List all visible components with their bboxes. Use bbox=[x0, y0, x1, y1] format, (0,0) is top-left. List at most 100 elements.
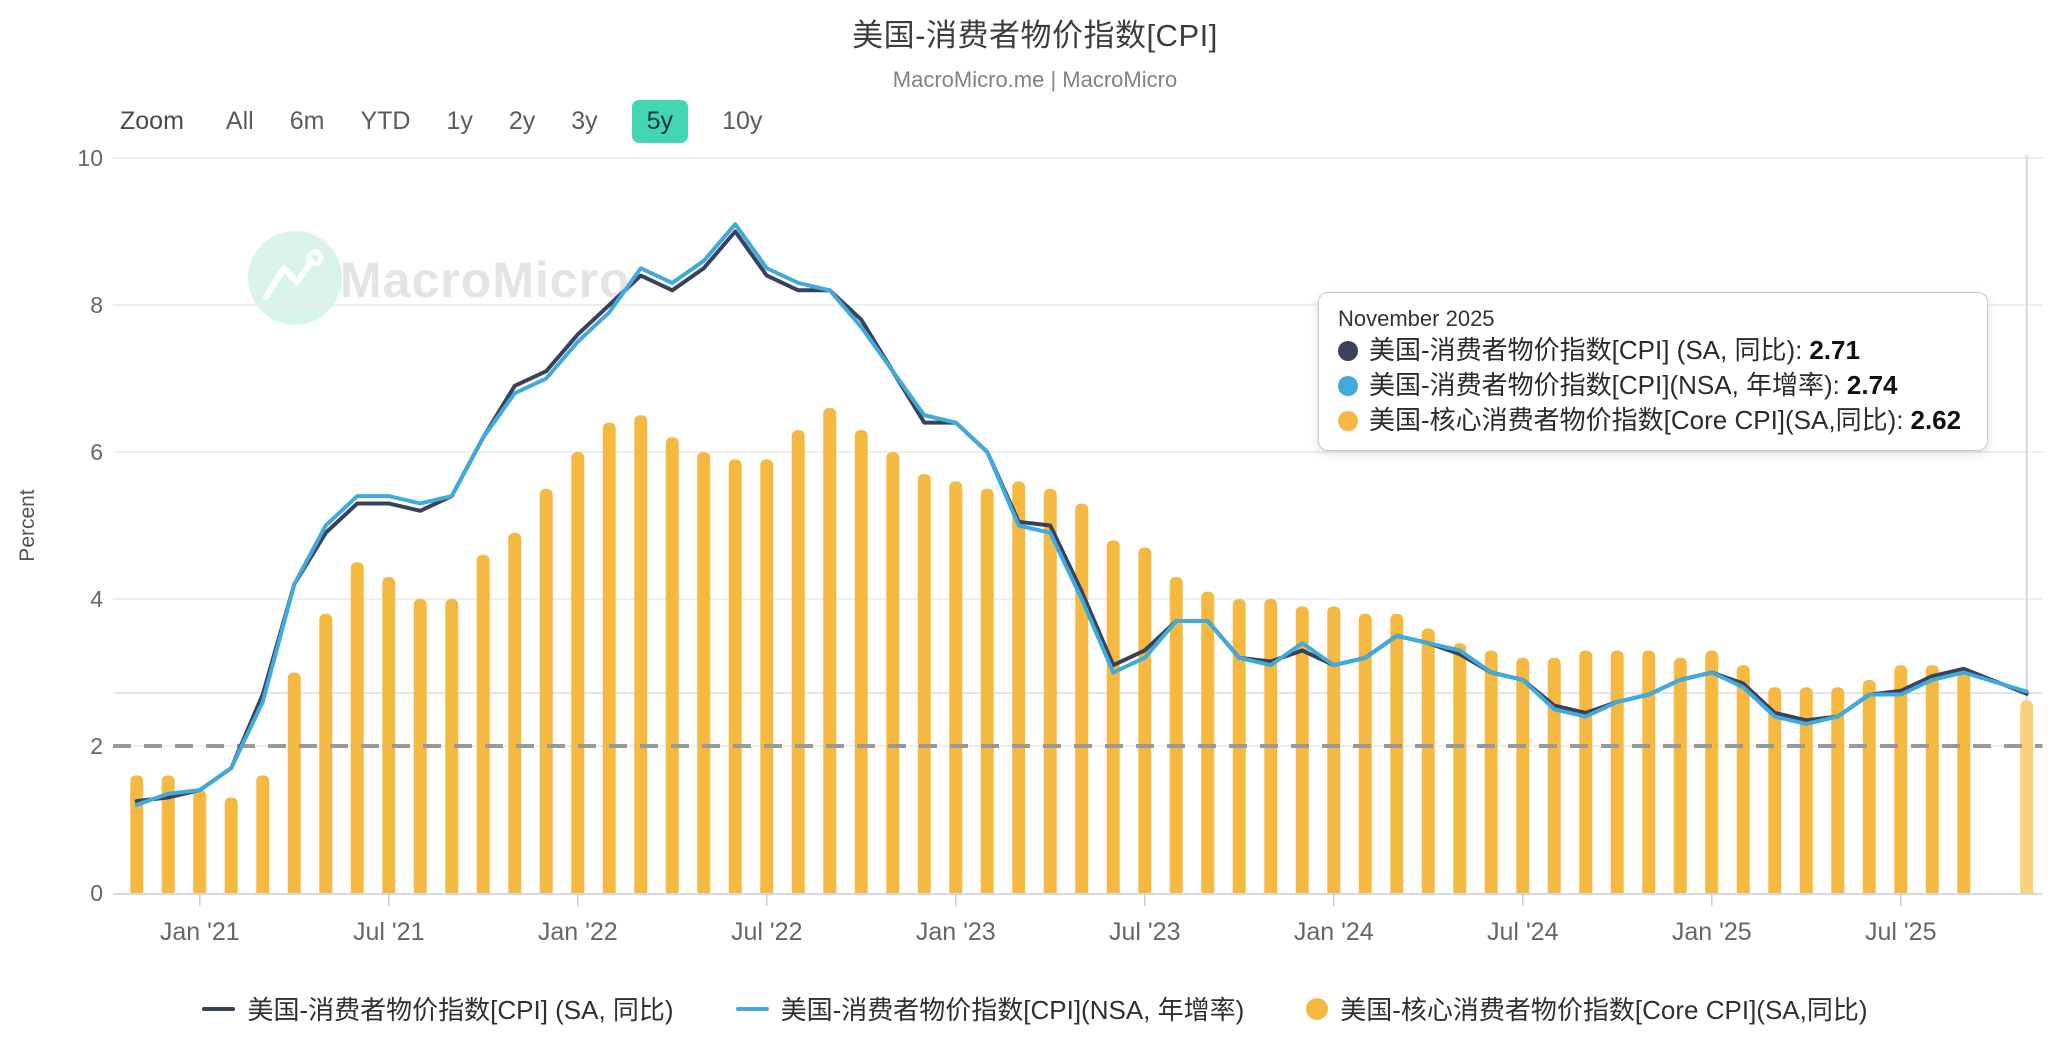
core-cpi-bar[interactable] bbox=[980, 488, 994, 893]
y-axis-tick-label: 4 bbox=[90, 586, 103, 612]
core-cpi-bar[interactable] bbox=[1075, 503, 1089, 893]
core-cpi-bar[interactable] bbox=[161, 775, 175, 893]
core-cpi-bar[interactable] bbox=[1421, 628, 1435, 893]
core-cpi-bar[interactable] bbox=[697, 452, 711, 893]
core-cpi-bar[interactable] bbox=[193, 790, 207, 893]
core-cpi-bar[interactable] bbox=[1579, 650, 1593, 893]
zoom-label: Zoom bbox=[120, 107, 184, 135]
core-cpi-bar[interactable] bbox=[854, 429, 868, 893]
logo-ring bbox=[306, 249, 324, 267]
core-cpi-bar[interactable] bbox=[1547, 657, 1561, 893]
legend-label: 美国-消费者物价指数[CPI](NSA, 年增率) bbox=[780, 995, 1245, 1025]
core-cpi-bar[interactable] bbox=[1043, 488, 1057, 893]
core-cpi-bar[interactable] bbox=[224, 797, 238, 893]
core-cpi-bar[interactable] bbox=[917, 474, 931, 893]
core-cpi-bar[interactable] bbox=[1012, 481, 1026, 893]
core-cpi-bar[interactable] bbox=[1673, 657, 1687, 893]
core-cpi-bar[interactable] bbox=[2020, 700, 2034, 893]
core-cpi-bar[interactable] bbox=[1610, 650, 1624, 893]
core-cpi-bar[interactable] bbox=[508, 532, 522, 893]
core-cpi-bar[interactable] bbox=[634, 415, 648, 893]
range-button-1y[interactable]: 1y bbox=[444, 100, 474, 143]
core-cpi-bar[interactable] bbox=[287, 672, 301, 894]
core-cpi-bar[interactable] bbox=[1705, 650, 1719, 893]
cpi-chart-plot: MacroMicro 0 2 4 6 8 10 Percent Jan '21 Jul '21 Ja… bbox=[16, 145, 2043, 946]
range-button-2y[interactable]: 2y bbox=[507, 100, 537, 143]
core-cpi-bar[interactable] bbox=[476, 554, 490, 893]
core-cpi-bar[interactable] bbox=[571, 452, 585, 893]
x-axis-tick-label: Jan '25 bbox=[1672, 918, 1752, 946]
core-cpi-bar[interactable] bbox=[445, 599, 459, 893]
core-cpi-bar[interactable] bbox=[1232, 599, 1246, 893]
core-cpi-bar[interactable] bbox=[791, 429, 805, 893]
x-axis-tick-label: Jul '21 bbox=[353, 918, 424, 946]
core-cpi-bar[interactable] bbox=[1358, 613, 1372, 893]
chart-legend: 美国-消费者物价指数[CPI] (SA, 同比) 美国-消费者物价指数[CPI]… bbox=[0, 990, 2070, 1027]
tooltip-value: 2.74 bbox=[1846, 370, 1898, 400]
range-button-3y[interactable]: 3y bbox=[569, 100, 599, 143]
core-cpi-bar[interactable] bbox=[350, 562, 364, 893]
core-cpi-bar[interactable] bbox=[886, 452, 900, 893]
series-dot-cpi-sa bbox=[1338, 340, 1358, 361]
core-cpi-bar[interactable] bbox=[1106, 540, 1120, 893]
y-axis-title: Percent bbox=[16, 489, 39, 562]
series-dot-core-cpi bbox=[1338, 410, 1358, 431]
core-cpi-bar[interactable] bbox=[602, 422, 616, 893]
chart-title: 美国-消费者物价指数[CPI] bbox=[852, 18, 1218, 53]
tooltip-date: November 2025 bbox=[1338, 306, 1495, 331]
y-axis-tick-label: 8 bbox=[90, 292, 103, 318]
core-cpi-bar[interactable] bbox=[1894, 665, 1908, 893]
chart-subtitle: MacroMicro.me | MacroMicro bbox=[892, 67, 1178, 92]
core-cpi-bar[interactable] bbox=[1138, 547, 1152, 893]
core-cpi-bar[interactable] bbox=[382, 576, 396, 893]
core-cpi-bar[interactable] bbox=[823, 407, 837, 893]
range-button-ytd[interactable]: YTD bbox=[358, 100, 412, 143]
tooltip-row-core-cpi: 美国-核心消费者物价指数[Core CPI](SA,同比): 2.62 bbox=[1338, 403, 1968, 438]
tooltip-value: 2.62 bbox=[1910, 405, 1962, 435]
core-cpi-bar[interactable] bbox=[665, 437, 679, 893]
core-cpi-bar[interactable] bbox=[1390, 613, 1404, 893]
range-button-6m[interactable]: 6m bbox=[288, 100, 327, 143]
core-cpi-bar[interactable] bbox=[728, 459, 742, 893]
core-cpi-bar[interactable] bbox=[1736, 665, 1750, 893]
x-axis-tick-label: Jan '23 bbox=[916, 918, 996, 946]
x-axis-tick-label: Jan '21 bbox=[160, 918, 240, 946]
legend-item-cpi-nsa[interactable]: 美国-消费者物价指数[CPI](NSA, 年增率) bbox=[735, 990, 1245, 1027]
tooltip-row-cpi-nsa: 美国-消费者物价指数[CPI](NSA, 年增率): 2.74 bbox=[1338, 368, 1968, 403]
core-cpi-bar[interactable] bbox=[539, 488, 553, 893]
core-cpi-bar[interactable] bbox=[130, 775, 144, 893]
zoom-toolbar: Zoom All 6m YTD 1y 2y 3y 5y 10y bbox=[120, 100, 764, 143]
core-cpi-bar[interactable] bbox=[1957, 672, 1971, 894]
watermark-text: MacroMicro bbox=[340, 252, 631, 308]
x-axis-tick-label: Jan '22 bbox=[538, 918, 618, 946]
x-axis-tick-label: Jul '23 bbox=[1109, 918, 1180, 946]
core-cpi-bar[interactable] bbox=[760, 459, 774, 893]
core-cpi-bar[interactable] bbox=[1799, 687, 1813, 893]
core-cpi-bar[interactable] bbox=[413, 599, 427, 893]
core-cpi-bar[interactable] bbox=[256, 775, 270, 893]
core-cpi-bar[interactable] bbox=[1295, 606, 1309, 893]
core-cpi-bar[interactable] bbox=[1201, 591, 1215, 893]
range-button-10y[interactable]: 10y bbox=[720, 100, 764, 143]
core-cpi-bar[interactable] bbox=[1264, 599, 1278, 893]
core-cpi-bar[interactable] bbox=[319, 613, 333, 893]
range-button-all[interactable]: All bbox=[224, 100, 256, 143]
core-cpi-bar[interactable] bbox=[1925, 665, 1939, 893]
core-cpi-bar[interactable] bbox=[1831, 687, 1845, 893]
legend-item-cpi-sa[interactable]: 美国-消费者物价指数[CPI] (SA, 同比) bbox=[202, 990, 674, 1027]
core-cpi-bar[interactable] bbox=[949, 481, 963, 893]
legend-item-core-cpi[interactable]: 美国-核心消费者物价指数[Core CPI](SA,同比) bbox=[1306, 990, 1868, 1027]
core-cpi-bar[interactable] bbox=[1327, 606, 1341, 893]
legend-label: 美国-核心消费者物价指数[Core CPI](SA,同比) bbox=[1340, 995, 1868, 1025]
core-cpi-bar[interactable] bbox=[1453, 643, 1467, 893]
circle-swatch-core-cpi bbox=[1306, 997, 1329, 1020]
core-cpi-bar[interactable] bbox=[1169, 576, 1183, 893]
range-button-5y[interactable]: 5y bbox=[631, 100, 689, 143]
core-cpi-bar[interactable] bbox=[1484, 650, 1498, 893]
core-cpi-bar[interactable] bbox=[1862, 679, 1876, 893]
tooltip-label: 美国-消费者物价指数[CPI] (SA, 同比): bbox=[1369, 335, 1803, 365]
core-cpi-bar[interactable] bbox=[1768, 687, 1782, 893]
core-cpi-bar[interactable] bbox=[1516, 657, 1530, 893]
x-axis-tick-label: Jul '25 bbox=[1865, 918, 1936, 946]
core-cpi-bar[interactable] bbox=[1642, 650, 1656, 893]
